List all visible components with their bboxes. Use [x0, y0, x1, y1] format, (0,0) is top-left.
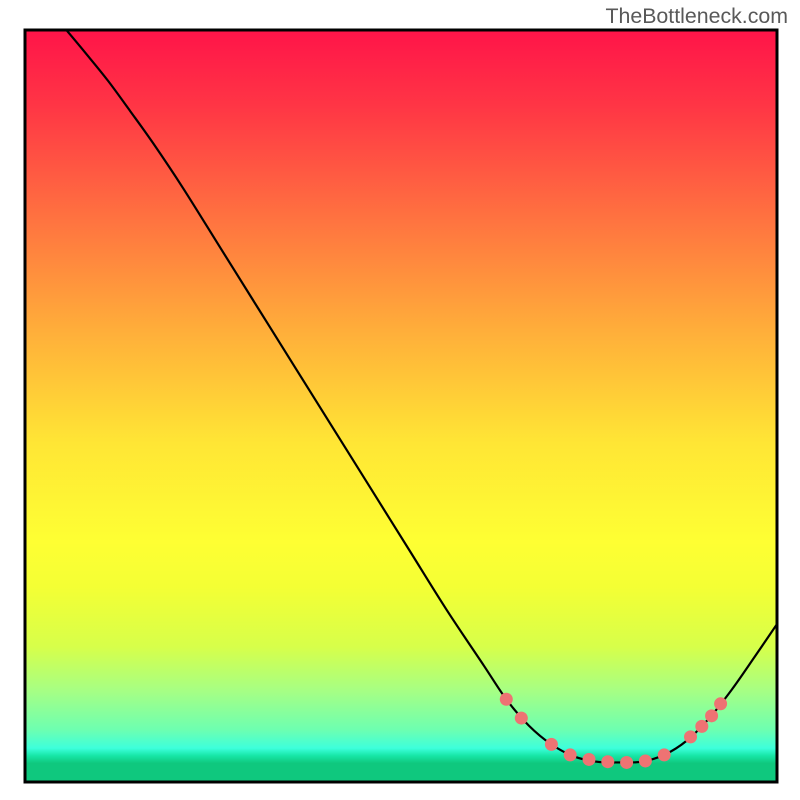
watermark-text: TheBottleneck.com: [605, 4, 788, 29]
data-marker: [705, 709, 718, 722]
data-marker: [564, 748, 577, 761]
data-marker: [583, 753, 596, 766]
data-marker: [545, 738, 558, 751]
data-marker: [658, 748, 671, 761]
chart-svg: [0, 0, 800, 800]
data-marker: [639, 754, 652, 767]
data-marker: [515, 712, 528, 725]
data-marker: [695, 720, 708, 733]
data-marker: [714, 697, 727, 710]
data-marker: [500, 693, 513, 706]
data-marker: [620, 756, 633, 769]
data-marker: [684, 730, 697, 743]
gradient-background: [25, 30, 777, 782]
bottleneck-chart: TheBottleneck.com: [0, 0, 800, 800]
data-marker: [601, 755, 614, 768]
